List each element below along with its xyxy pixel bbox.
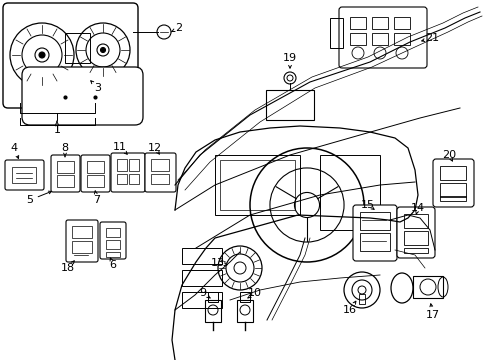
FancyBboxPatch shape: [3, 3, 138, 108]
FancyBboxPatch shape: [352, 205, 396, 261]
Bar: [403, 248, 427, 253]
Bar: [87, 161, 104, 173]
Bar: [393, 17, 409, 29]
Bar: [393, 33, 409, 45]
FancyBboxPatch shape: [432, 159, 473, 207]
Bar: [220, 160, 294, 210]
Bar: [72, 241, 92, 253]
Bar: [403, 214, 427, 228]
Text: 19: 19: [283, 53, 296, 63]
Text: 10: 10: [247, 288, 262, 298]
FancyBboxPatch shape: [100, 222, 126, 259]
Bar: [182, 248, 222, 264]
Text: 16: 16: [342, 305, 356, 315]
Bar: [240, 292, 249, 302]
Bar: [12, 167, 36, 183]
Text: 7: 7: [93, 195, 101, 205]
Bar: [359, 212, 389, 230]
Text: 3: 3: [94, 83, 102, 93]
Text: 17: 17: [425, 310, 439, 320]
Bar: [151, 174, 169, 184]
Text: 15: 15: [360, 200, 374, 210]
Bar: [439, 196, 465, 201]
Text: 4: 4: [10, 143, 18, 153]
Text: 12: 12: [148, 143, 162, 153]
FancyBboxPatch shape: [396, 207, 434, 258]
Text: 21: 21: [424, 33, 438, 43]
Circle shape: [39, 52, 45, 58]
Bar: [106, 228, 120, 237]
FancyBboxPatch shape: [66, 220, 98, 262]
Bar: [129, 174, 139, 184]
FancyBboxPatch shape: [5, 160, 44, 190]
Bar: [106, 240, 120, 249]
Text: 18: 18: [61, 263, 75, 273]
Text: 9: 9: [199, 288, 206, 298]
FancyBboxPatch shape: [51, 155, 80, 192]
Text: 13: 13: [210, 258, 224, 268]
Bar: [237, 300, 252, 322]
Text: 20: 20: [441, 150, 455, 160]
Bar: [265, 90, 313, 120]
Text: 11: 11: [113, 142, 127, 152]
Bar: [117, 159, 127, 171]
Bar: [57, 161, 74, 173]
Bar: [106, 252, 120, 257]
FancyBboxPatch shape: [111, 153, 145, 192]
Bar: [117, 174, 127, 184]
Bar: [87, 175, 104, 187]
Bar: [204, 300, 221, 322]
Bar: [371, 33, 387, 45]
Bar: [182, 270, 222, 286]
Bar: [182, 292, 222, 308]
Bar: [371, 17, 387, 29]
Bar: [403, 231, 427, 245]
Bar: [57, 175, 74, 187]
Text: 5: 5: [26, 195, 34, 205]
Text: 8: 8: [61, 143, 68, 153]
Bar: [65, 33, 90, 63]
Bar: [358, 294, 364, 304]
Bar: [349, 17, 365, 29]
FancyBboxPatch shape: [22, 67, 142, 125]
FancyBboxPatch shape: [81, 155, 110, 192]
FancyBboxPatch shape: [338, 7, 426, 68]
FancyBboxPatch shape: [145, 153, 176, 192]
Text: 6: 6: [109, 260, 116, 270]
Bar: [412, 276, 442, 298]
Bar: [129, 159, 139, 171]
Text: 14: 14: [410, 203, 424, 213]
Bar: [329, 18, 342, 48]
Circle shape: [101, 48, 105, 53]
Bar: [319, 155, 379, 230]
Bar: [151, 159, 169, 171]
Bar: [349, 33, 365, 45]
Bar: [359, 233, 389, 251]
Bar: [439, 166, 465, 180]
Bar: [207, 292, 218, 302]
Bar: [439, 183, 465, 197]
Text: 1: 1: [53, 125, 61, 135]
Text: 2: 2: [175, 23, 182, 33]
Bar: [215, 155, 299, 215]
Bar: [72, 226, 92, 238]
